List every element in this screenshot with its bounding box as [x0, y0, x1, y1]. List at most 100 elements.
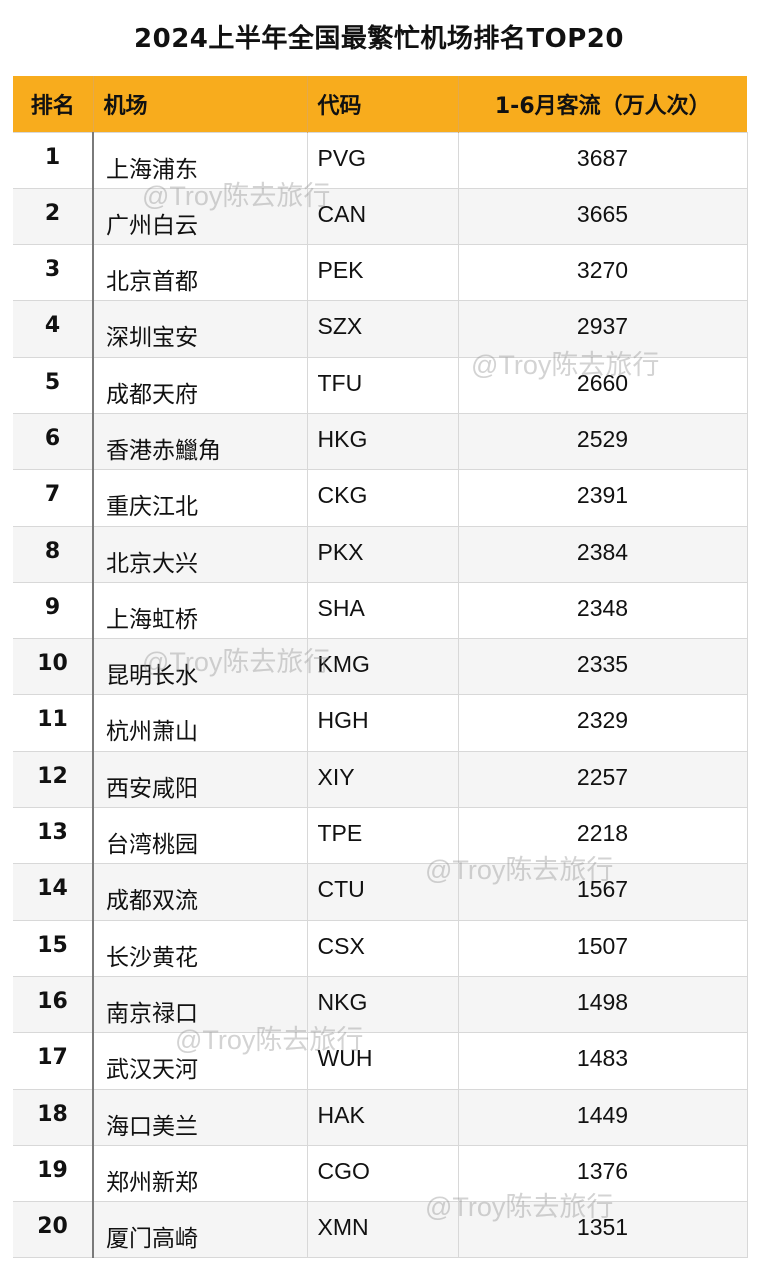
rank-cell: 17 — [13, 1032, 94, 1090]
airport-name-cell: 上海虹桥 — [93, 581, 308, 639]
airport-code-cell: CKG — [307, 469, 459, 527]
passenger-count-cell: 1449 — [458, 1088, 748, 1146]
passenger-count-cell: 3687 — [458, 131, 748, 189]
rank-cell: 6 — [13, 412, 94, 470]
passenger-count-cell: 2384 — [458, 525, 748, 583]
airport-code-cell: NKG — [307, 975, 459, 1033]
table-row: 15 长沙黄花 CSX 1507 — [13, 919, 748, 977]
rank-cell: 1 — [13, 131, 94, 189]
passenger-count-cell: 3665 — [458, 187, 748, 245]
airport-name-cell: 香港赤鱲角 — [93, 412, 308, 470]
airport-name-cell: 广州白云 — [93, 187, 308, 245]
rank-cell: 10 — [13, 638, 94, 695]
airport-name-cell: 杭州萧山 — [93, 694, 308, 752]
airport-name-cell: 西安咸阳 — [93, 750, 308, 808]
column-header-airport: 机场 — [93, 76, 308, 132]
airport-code-cell: CSX — [307, 919, 459, 977]
rank-cell: 8 — [13, 525, 94, 583]
table-row: 7 重庆江北 CKG 2391 — [13, 469, 748, 527]
table-row: 20 厦门高崎 XMN 1351 — [13, 1201, 748, 1259]
rank-cell: 7 — [13, 469, 94, 527]
column-header-passengers: 1-6月客流（万人次） — [494, 93, 711, 119]
passenger-count-cell: 1483 — [458, 1032, 748, 1090]
airport-name-cell: 北京大兴 — [93, 525, 308, 583]
airport-code-cell: SZX — [307, 300, 459, 358]
passenger-count-cell: 2660 — [458, 356, 748, 414]
passenger-count-cell: 2257 — [458, 750, 748, 808]
table-row: 16 南京禄口 NKG 1498 — [13, 975, 748, 1033]
table-body: 1 上海浦东 PVG 3687 2 广州白云 CAN 3665 3 北京首都 PEK 3270 4 深圳宝… — [13, 131, 748, 1259]
rank-cell: 19 — [13, 1144, 94, 1202]
table-row: 2 广州白云 CAN 3665 — [13, 187, 748, 245]
table-row: 18 海口美兰 HAK 1449 — [13, 1088, 748, 1146]
airport-ranking-table: 排名 机场 代码 1-6月客流（万人次） 1 上海浦东 PVG 3687 2 广州白云 CA… — [13, 76, 748, 1259]
passenger-count-cell: 2348 — [458, 581, 748, 639]
page-title: 2024上半年全国最繁忙机场排名TOP20 — [134, 24, 624, 54]
column-header-code: 代码 — [307, 76, 459, 132]
passenger-count-cell: 2529 — [458, 412, 748, 470]
table-row: 14 成都双流 CTU 1567 — [13, 863, 748, 921]
passenger-count-cell: 2335 — [458, 638, 748, 695]
airport-name-cell: 深圳宝安 — [93, 300, 308, 358]
passenger-count-cell: 2218 — [458, 807, 748, 864]
airport-name-cell: 昆明长水 — [93, 638, 308, 695]
table-row: 1 上海浦东 PVG 3687 — [13, 131, 748, 189]
airport-name-cell: 长沙黄花 — [93, 919, 308, 977]
airport-name-cell: 武汉天河 — [93, 1032, 308, 1090]
airport-name-cell: 厦门高崎 — [93, 1201, 308, 1259]
table-row: 11 杭州萧山 HGH 2329 — [13, 694, 748, 752]
airport-name-cell: 上海浦东 — [93, 131, 308, 189]
rank-cell: 20 — [13, 1201, 94, 1259]
passenger-count-cell: 2391 — [458, 469, 748, 527]
airport-code-cell: PVG — [307, 131, 459, 189]
airport-code-cell: HAK — [307, 1088, 459, 1146]
rank-cell: 14 — [13, 863, 94, 921]
airport-name-cell: 郑州新郑 — [93, 1144, 308, 1202]
airport-code-cell: HKG — [307, 412, 459, 470]
column-header-rank: 排名 — [13, 76, 94, 132]
airport-code-cell: CAN — [307, 187, 459, 245]
airport-name-cell: 台湾桃园 — [93, 807, 308, 864]
table-row: 10 昆明长水 KMG 2335 — [13, 638, 748, 695]
passenger-count-cell: 1498 — [458, 975, 748, 1033]
table-row: 13 台湾桃园 TPE 2218 — [13, 807, 748, 864]
airport-name-cell: 海口美兰 — [93, 1088, 308, 1146]
passenger-count-cell: 2329 — [458, 694, 748, 752]
rank-cell: 9 — [13, 581, 94, 639]
table-row: 12 西安咸阳 XIY 2257 — [13, 750, 748, 808]
table-row: 8 北京大兴 PKX 2384 — [13, 525, 748, 583]
table-row: 17 武汉天河 WUH 1483 — [13, 1032, 748, 1090]
rank-cell: 12 — [13, 750, 94, 808]
airport-name-cell: 成都双流 — [93, 863, 308, 921]
airport-code-cell: KMG — [307, 638, 459, 695]
passenger-count-cell: 1376 — [458, 1144, 748, 1202]
rank-cell: 4 — [13, 300, 94, 358]
rank-cell: 11 — [13, 694, 94, 752]
passenger-count-cell: 1567 — [458, 863, 748, 921]
table-row: 5 成都天府 TFU 2660 — [13, 356, 748, 414]
rank-cell: 18 — [13, 1088, 94, 1146]
airport-name-cell: 重庆江北 — [93, 469, 308, 527]
rank-cell: 15 — [13, 919, 94, 977]
airport-code-cell: XMN — [307, 1201, 459, 1259]
rank-cell: 3 — [13, 244, 94, 301]
table-row: 9 上海虹桥 SHA 2348 — [13, 581, 748, 639]
rank-cell: 2 — [13, 187, 94, 245]
airport-code-cell: SHA — [307, 581, 459, 639]
airport-code-cell: PEK — [307, 244, 459, 301]
table-header-row: 排名 机场 代码 1-6月客流（万人次） — [13, 76, 747, 132]
airport-code-cell: PKX — [307, 525, 459, 583]
airport-code-cell: CTU — [307, 863, 459, 921]
airport-code-cell: TPE — [307, 807, 459, 864]
rank-cell: 5 — [13, 356, 94, 414]
airport-name-cell: 南京禄口 — [93, 975, 308, 1033]
airport-code-cell: CGO — [307, 1144, 459, 1202]
table-row: 6 香港赤鱲角 HKG 2529 — [13, 412, 748, 470]
airport-name-cell: 成都天府 — [93, 356, 308, 414]
rank-cell: 13 — [13, 807, 94, 864]
rank-cell: 16 — [13, 975, 94, 1033]
airport-code-cell: TFU — [307, 356, 459, 414]
passenger-count-cell: 3270 — [458, 244, 748, 301]
passenger-count-cell: 2937 — [458, 300, 748, 358]
airport-code-cell: WUH — [307, 1032, 459, 1090]
